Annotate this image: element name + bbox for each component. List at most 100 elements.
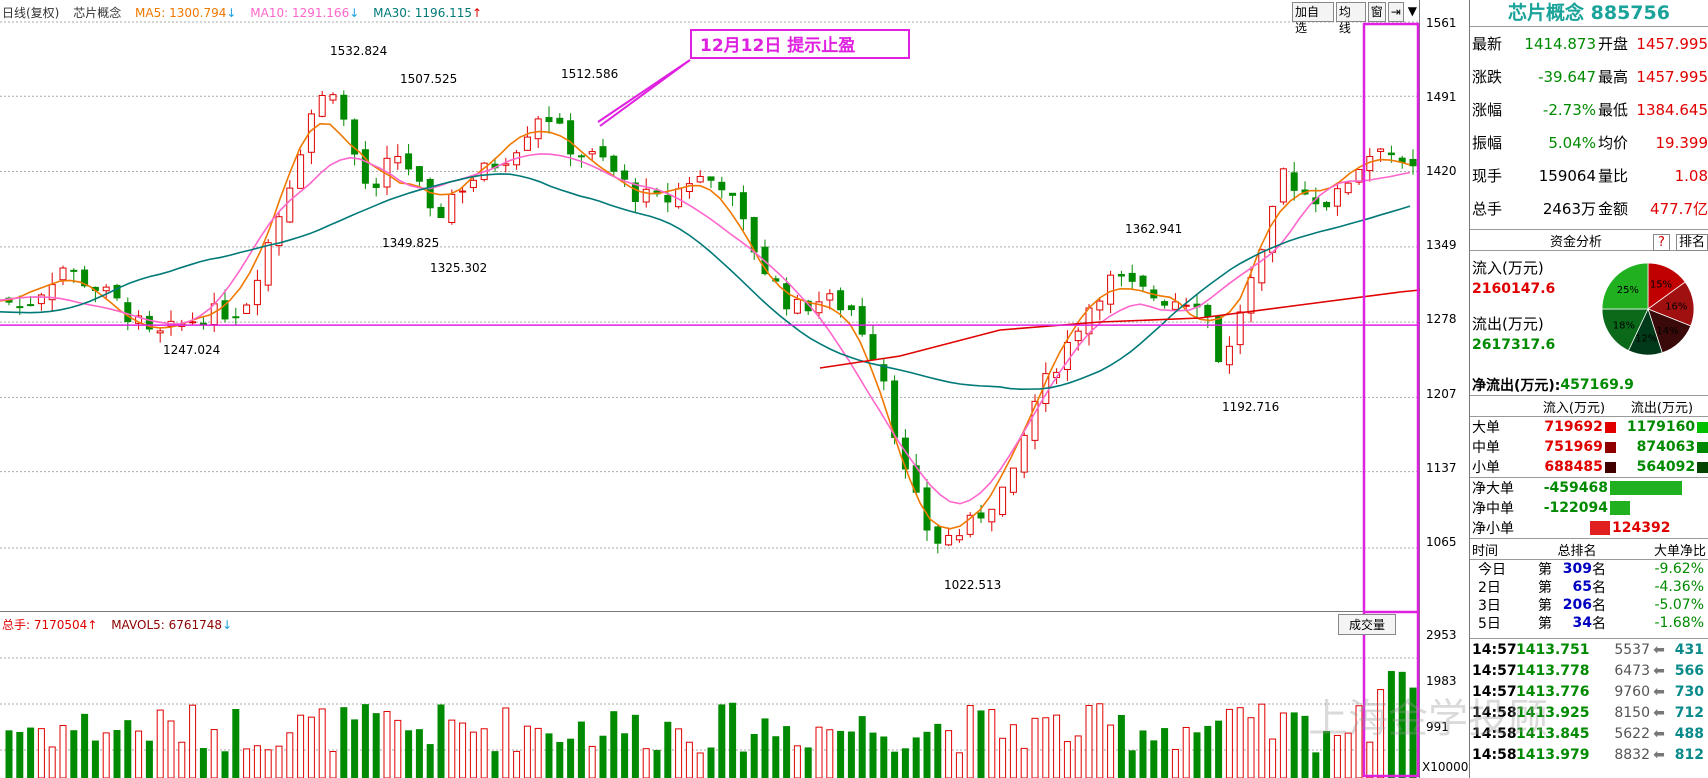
- quote-value: 477.7亿: [1650, 200, 1708, 218]
- volume-bar: [793, 745, 801, 778]
- net-row: 净中单 -122094: [1470, 498, 1708, 518]
- candle: [1409, 149, 1417, 175]
- kline-chart[interactable]: 日线(复权) 芯片概念 MA5: 1300.794↓ MA10: 1291.16…: [0, 0, 1420, 612]
- help-icon[interactable]: ?: [1652, 233, 1670, 251]
- tick-time: 14:57: [1472, 683, 1517, 700]
- volume-bar: [761, 718, 769, 778]
- window-button[interactable]: 窗: [1367, 2, 1386, 22]
- volume-bar: [437, 704, 445, 778]
- high-annotation-3: 1512.586: [561, 67, 619, 81]
- quote-row: 涨跌 -39.647 最高 1457.995: [1470, 60, 1708, 93]
- volume-bar: [70, 730, 78, 778]
- tick-time: 14:58: [1472, 725, 1517, 742]
- flow-row-label: 大单: [1472, 420, 1500, 436]
- candle: [999, 486, 1007, 517]
- candle: [459, 187, 467, 204]
- candle: [264, 239, 272, 292]
- volume-bar: [167, 720, 175, 778]
- rank-ratio: -4.36%: [1654, 579, 1704, 595]
- candle: [113, 283, 121, 301]
- rank-time: 2日: [1478, 580, 1501, 596]
- tick-price: 1413.778: [1516, 662, 1590, 679]
- add-favorite-button[interactable]: 加自选: [1292, 2, 1334, 35]
- volume-bar: [729, 702, 737, 778]
- volume-bar: [232, 709, 240, 778]
- candle: [739, 185, 747, 231]
- expand-icon[interactable]: ⇥: [1387, 2, 1404, 22]
- volume-bar: [48, 746, 56, 778]
- volume-bar: [448, 719, 456, 778]
- rank-suffix: 名: [1592, 616, 1606, 632]
- volume-bar: [361, 704, 369, 778]
- tick-price: 1413.979: [1516, 746, 1590, 763]
- volume-bar: [966, 705, 974, 778]
- dropdown-icon[interactable]: ▼: [1407, 4, 1417, 18]
- volume-bar: [1020, 747, 1028, 778]
- flow-in-color-swatch: [1604, 461, 1616, 473]
- vol-tick: 2953: [1426, 628, 1457, 642]
- y-tick: 1420: [1426, 164, 1457, 178]
- volume-bar: [588, 745, 596, 778]
- tick-hand: 812: [1674, 746, 1704, 763]
- volume-bar: [610, 711, 618, 778]
- tick-row: 14:58 1413.845 5622 ⬅ 488: [1470, 723, 1708, 744]
- tick-arrow-icon: ⬅: [1653, 641, 1665, 658]
- volume-bar: [199, 748, 207, 778]
- candle: [27, 296, 35, 307]
- pie-slice-label: 16%: [1665, 301, 1687, 312]
- volume-bar: [707, 747, 715, 778]
- volume-bar: [1279, 712, 1287, 778]
- rank-ratio: -5.07%: [1654, 597, 1704, 613]
- volume-bar: [534, 727, 542, 778]
- candle: [588, 148, 596, 162]
- rank-button[interactable]: 排名: [1675, 233, 1708, 251]
- ma5-line: [0, 122, 1411, 530]
- tick-time: 14:57: [1472, 641, 1517, 658]
- pie-slice-label: 15%: [1650, 280, 1672, 291]
- pie-slice-label: 18%: [1613, 320, 1635, 331]
- volume-bar: [847, 731, 855, 778]
- volume-bar: [577, 721, 585, 778]
- volume-bar: [653, 749, 661, 778]
- tick-time: 14:57: [1472, 662, 1517, 679]
- candle: [1344, 181, 1352, 195]
- volume-bar: [469, 731, 477, 778]
- rank-ratio: -9.62%: [1654, 561, 1704, 577]
- pie-slice: [1601, 308, 1649, 352]
- volume-bar: [415, 729, 423, 778]
- volume-bar: [1053, 714, 1061, 778]
- net-row-label: 净中单: [1472, 501, 1514, 517]
- candle: [1355, 169, 1363, 186]
- candle: [675, 182, 683, 209]
- volume-bar: [945, 730, 953, 778]
- volume-bar: [307, 716, 315, 778]
- period-label: 日线(复权): [2, 6, 60, 20]
- ma-lines-button[interactable]: 均线: [1335, 2, 1366, 35]
- volume-bar: [318, 708, 326, 778]
- rank-table: 今日第 309 名 -9.62% 2日第 65 名 -4.36% 3日第 206 名 -5.07% 5日…: [1470, 560, 1708, 632]
- volume-chart[interactable]: 总手: 7170504↑ MAVOL5: 6761748↓ 成交量: [0, 612, 1420, 778]
- volume-bar: [977, 710, 985, 778]
- candle: [1020, 432, 1028, 479]
- candle: [1139, 274, 1147, 293]
- net-bar: [1610, 481, 1682, 495]
- quote-row: 总手 2463万 金额 477.7亿: [1470, 192, 1708, 225]
- candle: [945, 527, 953, 547]
- candle: [729, 192, 737, 207]
- tick-arrow-icon: ⬅: [1653, 704, 1665, 721]
- net-outflow-row: 净流出(万元): 457169.9: [1470, 375, 1708, 395]
- candle: [599, 138, 607, 162]
- tick-arrow-icon: ⬅: [1653, 683, 1665, 700]
- volume-bar: [1204, 725, 1212, 778]
- candle: [372, 177, 380, 197]
- kline-canvas: [0, 21, 1420, 612]
- candle: [199, 315, 207, 330]
- quote-value: 1457.995: [1636, 67, 1708, 86]
- tick-row: 14:58 1413.925 8150 ⬅ 712: [1470, 702, 1708, 723]
- rank-prefix: 第: [1538, 580, 1552, 596]
- volume-bar: [664, 721, 672, 778]
- rank-col-ratio: 大单净比: [1653, 543, 1706, 559]
- price-axis: 1561 1491 1420 1349 1278 1207 1137 1065 …: [1420, 0, 1470, 778]
- candle: [1096, 297, 1104, 321]
- volume-indicator-button[interactable]: 成交量: [1338, 614, 1397, 635]
